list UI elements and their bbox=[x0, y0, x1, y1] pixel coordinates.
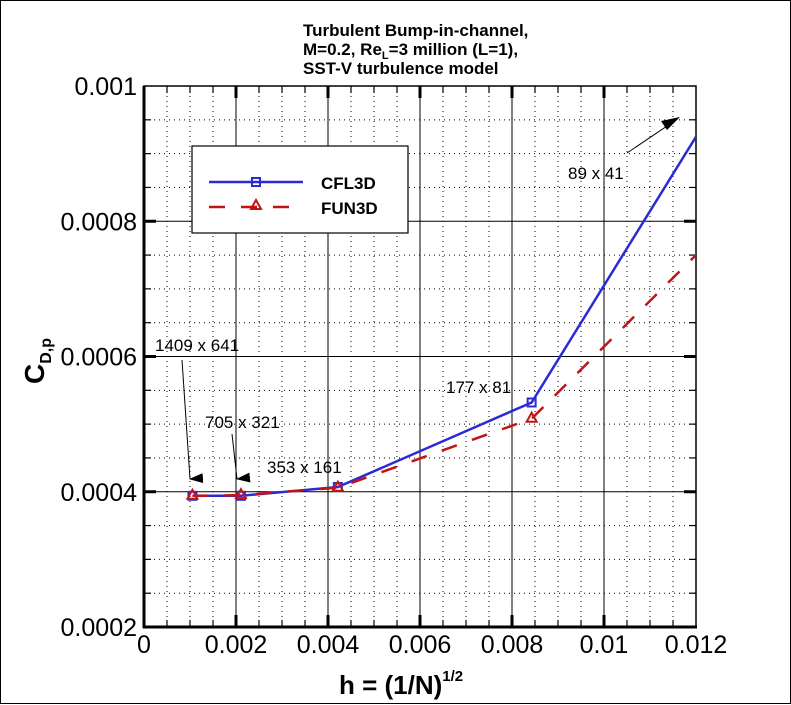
arrowhead-icon bbox=[661, 117, 680, 130]
svg-text:0.006: 0.006 bbox=[389, 631, 452, 659]
svg-text:0.001: 0.001 bbox=[74, 73, 137, 101]
triangle-marker-icon bbox=[331, 479, 345, 492]
svg-text:CD,p: CD,p bbox=[19, 338, 55, 384]
data-series bbox=[185, 134, 696, 501]
square-marker-icon bbox=[251, 177, 261, 187]
svg-text:0.002: 0.002 bbox=[205, 631, 268, 659]
legend-label-cfl3d: CFL3D bbox=[321, 174, 376, 193]
arrow-icon bbox=[181, 359, 204, 484]
tick-labels: 0 0.002 0.004 0.006 0.008 0.01 0.012 0.0002 0.00… bbox=[61, 73, 728, 659]
chart-title: Turbulent Bump-in-channel, M=0.2, ReL=3 … bbox=[303, 21, 528, 78]
triangle-marker-icon bbox=[185, 487, 200, 500]
square-marker-icon bbox=[526, 397, 537, 408]
svg-text:0: 0 bbox=[137, 631, 151, 659]
legend-label-fun3d: FUN3D bbox=[321, 199, 378, 218]
y-axis-title: CD,p bbox=[19, 338, 55, 384]
svg-text:0.01: 0.01 bbox=[580, 631, 629, 659]
svg-text:M=0.2, ReL=3 million (L=1),: M=0.2, ReL=3 million (L=1), bbox=[303, 40, 518, 62]
svg-text:0.0002: 0.0002 bbox=[61, 614, 137, 642]
annotation-177x81: 177 x 81 bbox=[446, 378, 511, 397]
triangle-marker-icon bbox=[234, 487, 248, 500]
annotation-1409x641: 1409 x 641 bbox=[155, 336, 239, 355]
svg-text:0.008: 0.008 bbox=[481, 631, 544, 659]
svg-text:0.0006: 0.0006 bbox=[61, 344, 137, 372]
svg-text:h = (1/N)1/2: h = (1/N)1/2 bbox=[339, 668, 463, 700]
annotation-353x161: 353 x 161 bbox=[267, 458, 342, 477]
svg-text:0.012: 0.012 bbox=[665, 631, 728, 659]
annotation-89x41: 89 x 41 bbox=[568, 164, 624, 183]
svg-text:SST-V turbulence model: SST-V turbulence model bbox=[303, 59, 499, 78]
svg-text:0.004: 0.004 bbox=[297, 631, 360, 659]
annotations: 1409 x 641 705 x 321 353 x 161 177 x 81 … bbox=[155, 117, 680, 484]
triangle-marker-icon bbox=[524, 410, 539, 423]
arrow-icon bbox=[231, 433, 251, 483]
x-axis-title: h = (1/N)1/2 bbox=[339, 668, 463, 700]
triangle-marker-icon bbox=[249, 197, 263, 210]
legend: CFL3D FUN3D bbox=[191, 145, 409, 234]
svg-text:Turbulent Bump-in-channel,: Turbulent Bump-in-channel, bbox=[303, 21, 528, 40]
svg-text:0.0004: 0.0004 bbox=[61, 479, 138, 507]
annotation-705x321: 705 x 321 bbox=[205, 413, 280, 432]
series-line-fun3d bbox=[192, 253, 696, 498]
svg-text:0.0008: 0.0008 bbox=[61, 208, 137, 236]
